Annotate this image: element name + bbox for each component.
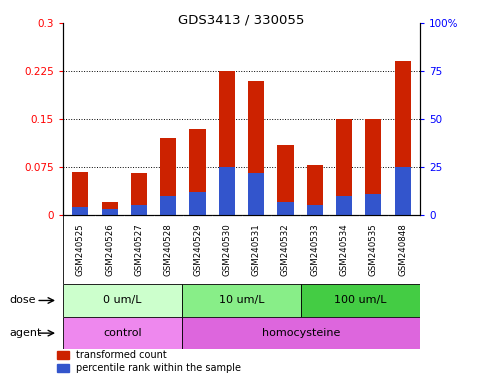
- Text: GSM240528: GSM240528: [164, 223, 173, 276]
- Bar: [182, 284, 301, 317]
- Text: 100 um/L: 100 um/L: [334, 295, 387, 306]
- Text: GSM240535: GSM240535: [369, 223, 378, 276]
- Bar: [131, 174, 147, 215]
- Bar: [160, 138, 176, 215]
- Bar: [189, 129, 206, 215]
- Text: dose: dose: [10, 295, 36, 306]
- Text: GSM240526: GSM240526: [105, 223, 114, 276]
- Text: GSM240533: GSM240533: [310, 223, 319, 276]
- Bar: [248, 173, 264, 215]
- Bar: [277, 202, 294, 215]
- Bar: [301, 284, 420, 317]
- Bar: [72, 207, 88, 215]
- Legend: transformed count, percentile rank within the sample: transformed count, percentile rank withi…: [53, 346, 245, 377]
- Text: homocysteine: homocysteine: [262, 328, 340, 338]
- Bar: [336, 196, 352, 215]
- Bar: [307, 165, 323, 215]
- Text: GSM240532: GSM240532: [281, 223, 290, 276]
- Bar: [395, 167, 411, 215]
- Text: control: control: [103, 328, 142, 338]
- Text: GSM240848: GSM240848: [398, 223, 407, 276]
- Bar: [365, 119, 382, 215]
- Bar: [307, 205, 323, 215]
- Text: GSM240534: GSM240534: [340, 223, 349, 276]
- Text: GSM240531: GSM240531: [252, 223, 261, 276]
- Text: GDS3413 / 330055: GDS3413 / 330055: [178, 13, 305, 26]
- Text: agent: agent: [10, 328, 42, 338]
- Bar: [365, 194, 382, 215]
- Bar: [189, 192, 206, 215]
- Bar: [182, 317, 420, 349]
- Text: 0 um/L: 0 um/L: [103, 295, 142, 306]
- Text: GSM240529: GSM240529: [193, 223, 202, 276]
- Bar: [219, 71, 235, 215]
- Text: GSM240527: GSM240527: [134, 223, 143, 276]
- Text: 10 um/L: 10 um/L: [219, 295, 264, 306]
- Bar: [219, 167, 235, 215]
- Bar: [248, 81, 264, 215]
- Bar: [72, 172, 88, 215]
- Bar: [395, 61, 411, 215]
- Bar: [336, 119, 352, 215]
- Bar: [101, 209, 118, 215]
- Bar: [63, 284, 182, 317]
- Text: GSM240530: GSM240530: [222, 223, 231, 276]
- Bar: [277, 145, 294, 215]
- Bar: [131, 205, 147, 215]
- Bar: [160, 196, 176, 215]
- Bar: [63, 317, 182, 349]
- Bar: [101, 202, 118, 215]
- Text: GSM240525: GSM240525: [76, 223, 85, 276]
